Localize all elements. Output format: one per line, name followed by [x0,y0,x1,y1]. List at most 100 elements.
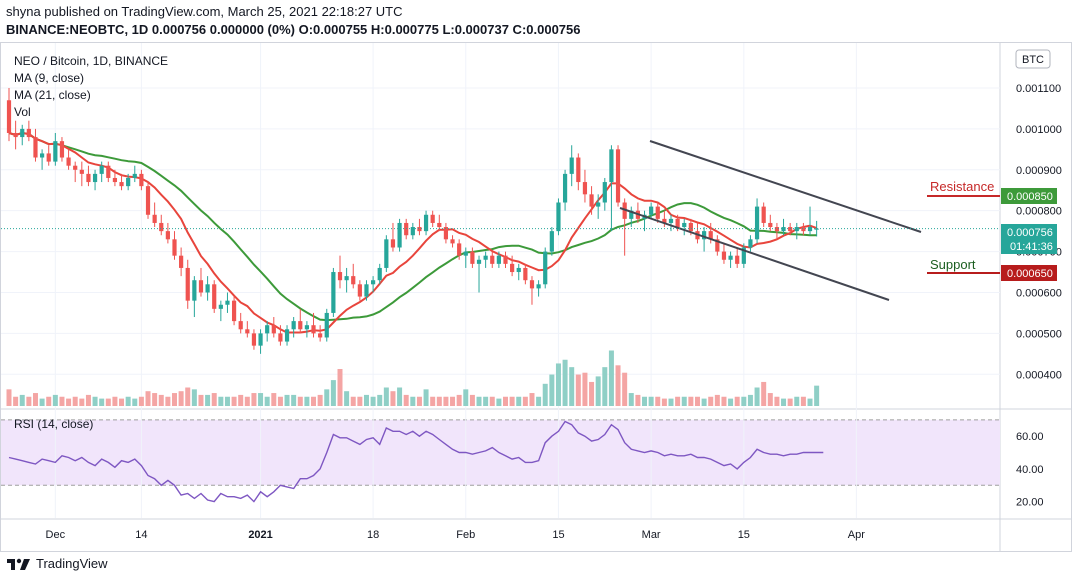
moving-averages [8,131,817,334]
volume-bar [258,393,264,406]
volume-bar [463,389,469,406]
volume-bar [211,393,217,406]
volume-bars [6,350,820,406]
rsi-tick-label: 60.00 [1016,431,1044,443]
volume-bar [423,389,429,406]
volume-bar [509,396,515,406]
candle-body [483,255,488,260]
volume-bar [337,369,343,406]
volume-bar [85,394,91,406]
volume-bar [675,396,681,406]
candle-body [450,239,455,244]
volume-bar [469,394,475,406]
candle-body [86,173,91,183]
candle-body [33,137,38,158]
price-tick-label: 0.000900 [1016,165,1062,177]
candle-body [251,333,257,346]
volume-bar [814,385,820,406]
ma9-legend: MA (9, close) [14,71,84,85]
candle-body [801,227,806,232]
candle-body [463,251,468,256]
volume-bar [277,396,283,406]
volume-bar [304,396,310,406]
currency-badge[interactable] [1015,49,1051,69]
volume-bar [19,394,25,406]
candle-body [298,321,303,330]
volume-bar [555,363,561,406]
candle-body [503,255,508,264]
rsi-line [8,420,824,503]
rsi-axis-ticks: 20.00 40.00 60.00 [1016,431,1044,508]
candle-body [278,333,283,342]
candle-body [159,222,164,232]
tradingview-brand[interactable]: TradingView [6,556,108,571]
candle-body [549,231,554,252]
candle-body [807,227,813,232]
candles [6,87,819,354]
volume-bar [781,398,787,406]
volume-bar [589,381,595,406]
volume-bar [178,391,184,406]
channel-lower-line[interactable] [619,207,890,301]
candle-body [13,132,18,138]
candle-body [423,214,429,232]
volume-bar [397,387,403,406]
candle-body [761,206,766,223]
candle-body [53,141,58,162]
ma21-line [8,131,817,322]
time-tick-label: Dec [46,529,66,541]
volume-bar [26,396,32,406]
volume-bar [99,398,105,406]
candle-body [225,300,230,305]
volume-bar [231,396,237,406]
support-price-badge [1001,265,1057,281]
volume-bar [761,381,767,406]
candle-body [688,222,693,232]
volume-bar [363,394,369,406]
price-tick-label: 0.000400 [1016,369,1062,381]
last-price-text: 0.000756 [1007,227,1053,239]
volume-bar [774,396,780,406]
volume-bar [450,396,456,406]
volume-bar [410,396,416,406]
volume-bar [205,394,211,406]
candle-body [126,177,131,187]
volume-bar [350,396,356,406]
volume-bar [357,396,363,406]
candle-body [774,227,780,232]
volume-bar [655,396,661,406]
descending-channel[interactable] [619,140,922,301]
time-tick-label: 18 [367,529,379,541]
volume-bar [383,387,389,406]
candle-body [702,231,707,240]
volume-bar [754,387,760,406]
candle-body [682,222,687,228]
volume-bar [721,396,727,406]
volume-bar [370,396,376,406]
volume-bar [125,396,131,406]
volume-bar [244,396,250,406]
volume-bar [503,396,508,406]
volume-bar [800,396,806,406]
volume-bar [569,367,575,406]
candle-body [284,329,290,342]
candle-body [271,325,276,334]
volume-bar [330,380,336,406]
volume-bar [628,393,634,406]
candle-body [377,267,382,281]
volume-bar [112,396,118,406]
candle-body [66,157,71,166]
volume-bar [741,396,747,406]
volume-bar [549,374,555,406]
candle-body [741,247,746,264]
candle-body [46,153,51,162]
channel-upper-line[interactable] [649,140,922,233]
volume-bar [668,398,674,406]
volume-bar [562,359,568,406]
volume-bar [238,394,244,406]
candle-body [6,100,12,133]
candle-body [596,202,601,207]
volume-bar [476,396,482,406]
candle-body [556,202,561,232]
